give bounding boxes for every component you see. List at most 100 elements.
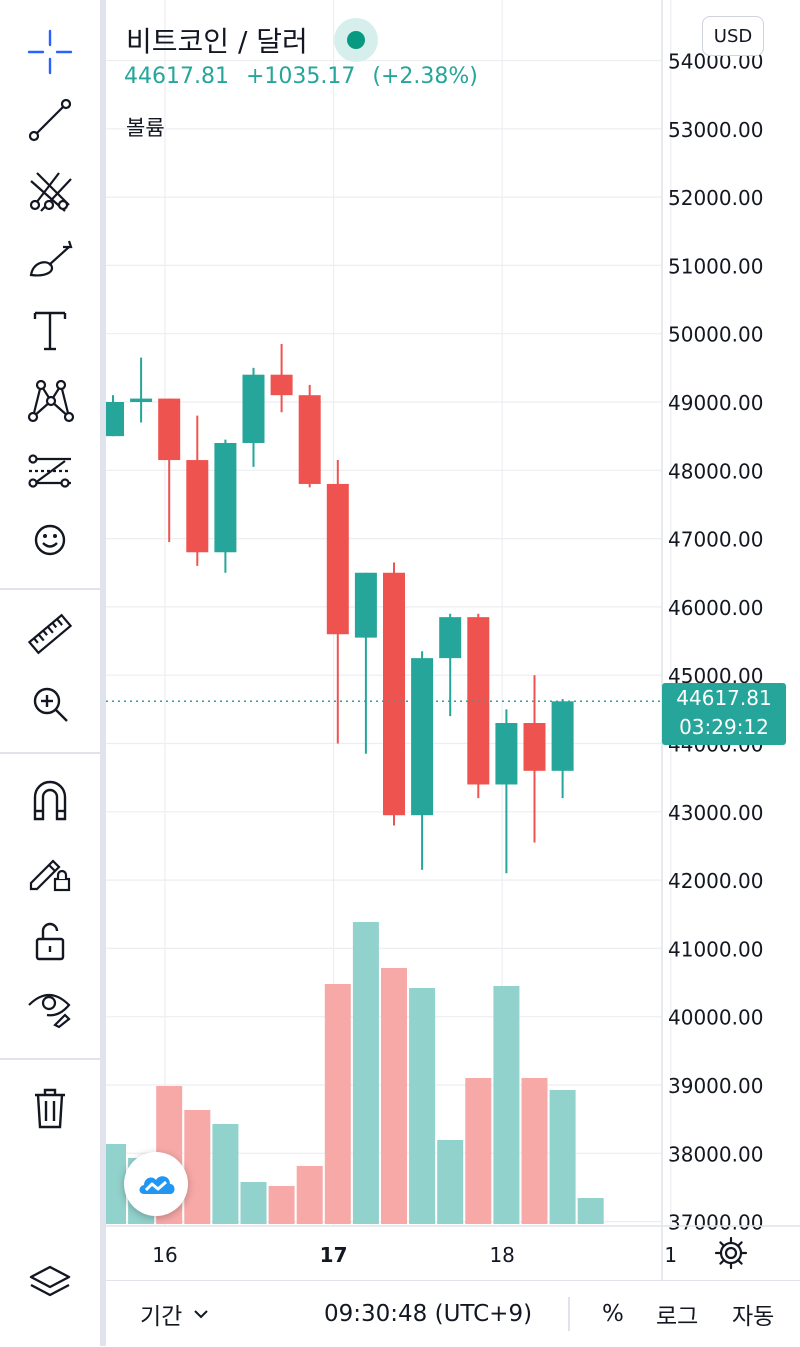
eye-icon[interactable] <box>20 976 80 1036</box>
candle-body <box>186 460 209 553</box>
trend-line-icon[interactable] <box>20 90 80 150</box>
time-zone-clock[interactable]: 09:30:48 (UTC+9) <box>324 1301 533 1327</box>
candle-body <box>130 398 153 402</box>
time-tick-label: 18 <box>489 1243 514 1267</box>
time-tick-label: 17 <box>320 1243 348 1267</box>
status-dot-icon <box>346 31 365 49</box>
toolbar-divider <box>0 752 100 754</box>
price-tick-label: 53000.00 <box>668 118 763 142</box>
price-chart[interactable]: 54000.0053000.0052000.0051000.0050000.00… <box>106 0 800 1280</box>
volume-bar <box>493 986 520 1224</box>
cloud-logo-icon <box>139 1176 175 1194</box>
chart-settings-button[interactable] <box>662 1226 800 1280</box>
candle-body <box>439 617 462 659</box>
currency-button[interactable]: USD <box>702 16 764 56</box>
price-tick-label: 49000.00 <box>668 391 763 415</box>
volume-indicator-label[interactable]: 볼륨 <box>126 116 165 140</box>
last-price: 44617.81 <box>124 64 229 89</box>
symbol-title[interactable]: 비트코인 / 달러 <box>126 25 308 58</box>
candles <box>106 343 662 874</box>
candle-body <box>158 398 181 461</box>
trash-icon[interactable] <box>20 1078 80 1138</box>
last-price-tag: 44617.81 03:29:12 <box>662 683 786 745</box>
chevron-down-icon <box>194 1310 209 1319</box>
sidebar-border <box>100 0 106 1346</box>
text-icon[interactable] <box>20 300 80 360</box>
price-tick-label: 37000.00 <box>668 1211 763 1235</box>
price-tick-label: 50000.00 <box>668 323 763 347</box>
price-tick-label: 52000.00 <box>668 186 763 210</box>
price-tick-label: 38000.00 <box>668 1142 763 1166</box>
time-axis: 16 17 18 1 <box>152 1243 677 1267</box>
toolbar-divider <box>0 1058 100 1060</box>
ruler-icon[interactable] <box>20 604 80 664</box>
volume-bar <box>106 1144 126 1224</box>
volume-bar <box>465 1078 492 1224</box>
price-axis: 54000.0053000.0052000.0051000.0050000.00… <box>106 0 800 1280</box>
volume-bar <box>409 988 436 1224</box>
tradingview-logo-button[interactable] <box>124 1152 188 1216</box>
candle-body <box>383 572 405 816</box>
candle-body <box>411 658 434 816</box>
volume-bar <box>184 1110 211 1224</box>
percent-scale-toggle[interactable]: % <box>602 1301 624 1327</box>
candle-body <box>106 402 124 437</box>
time-tick-label: 1 <box>664 1243 677 1267</box>
symbol-header: 비트코인 / 달러 <box>126 18 378 62</box>
drawing-toolbar <box>0 0 100 1346</box>
volume-bar <box>521 1078 548 1224</box>
magnet-icon[interactable] <box>20 770 80 830</box>
zoom-in-icon[interactable] <box>20 674 80 734</box>
volume-bar <box>268 1186 295 1224</box>
volume-bar <box>437 1140 464 1224</box>
price-tick-label: 51000.00 <box>668 254 763 278</box>
price-tick-label: 41000.00 <box>668 937 763 961</box>
layers-icon[interactable] <box>20 1250 80 1310</box>
toolbar-divider <box>0 588 100 590</box>
candle-body <box>242 374 265 443</box>
volume-bar <box>324 984 351 1224</box>
time-tick-label: 16 <box>152 1243 177 1267</box>
volume-bar <box>549 1090 576 1224</box>
candle-body <box>551 701 574 771</box>
pattern-icon[interactable] <box>20 370 80 430</box>
crosshair-icon[interactable] <box>20 22 80 82</box>
bar-countdown: 03:29:12 <box>679 715 769 739</box>
price-change-percent: (+2.38%) <box>372 64 478 89</box>
lock-drawings-icon[interactable] <box>20 840 80 900</box>
candle-body <box>214 442 237 553</box>
gear-icon <box>714 1236 748 1270</box>
volume-bar <box>240 1182 267 1224</box>
candle-body <box>523 723 546 771</box>
unlock-icon[interactable] <box>20 910 80 970</box>
pitchfork-icon[interactable] <box>20 160 80 220</box>
price-tick-label: 43000.00 <box>668 801 763 825</box>
volume-bar <box>577 1198 604 1224</box>
price-tick-label: 47000.00 <box>668 528 763 552</box>
market-status-indicator[interactable] <box>333 18 378 62</box>
emoji-icon[interactable] <box>20 510 80 570</box>
volume-bar <box>212 1124 239 1224</box>
bottom-divider <box>568 1297 570 1331</box>
price-tick-label: 42000.00 <box>668 869 763 893</box>
candle-body <box>326 483 349 635</box>
log-scale-toggle[interactable]: 로그 <box>656 1304 699 1330</box>
last-price-tag-value: 44617.81 <box>676 686 772 710</box>
price-change: +1035.17 <box>245 64 356 89</box>
volume-bar <box>381 968 407 1224</box>
prediction-icon[interactable] <box>20 440 80 500</box>
candle-body <box>495 723 518 785</box>
price-summary: 44617.81 +1035.17 (+2.38%) <box>124 64 488 89</box>
price-tick-label: 39000.00 <box>668 1074 763 1098</box>
auto-scale-toggle[interactable]: 자동 <box>732 1304 775 1330</box>
period-selector[interactable]: 기간 <box>140 1281 210 1347</box>
brush-icon[interactable] <box>20 230 80 290</box>
price-tick-label: 48000.00 <box>668 459 763 483</box>
period-label: 기간 <box>140 1304 183 1330</box>
price-tick-label: 40000.00 <box>668 1006 763 1030</box>
candle-body <box>298 395 321 484</box>
price-tick-label: 46000.00 <box>668 596 763 620</box>
volume-bar <box>352 922 379 1224</box>
candle-body <box>270 374 293 396</box>
candle-body <box>354 572 377 638</box>
